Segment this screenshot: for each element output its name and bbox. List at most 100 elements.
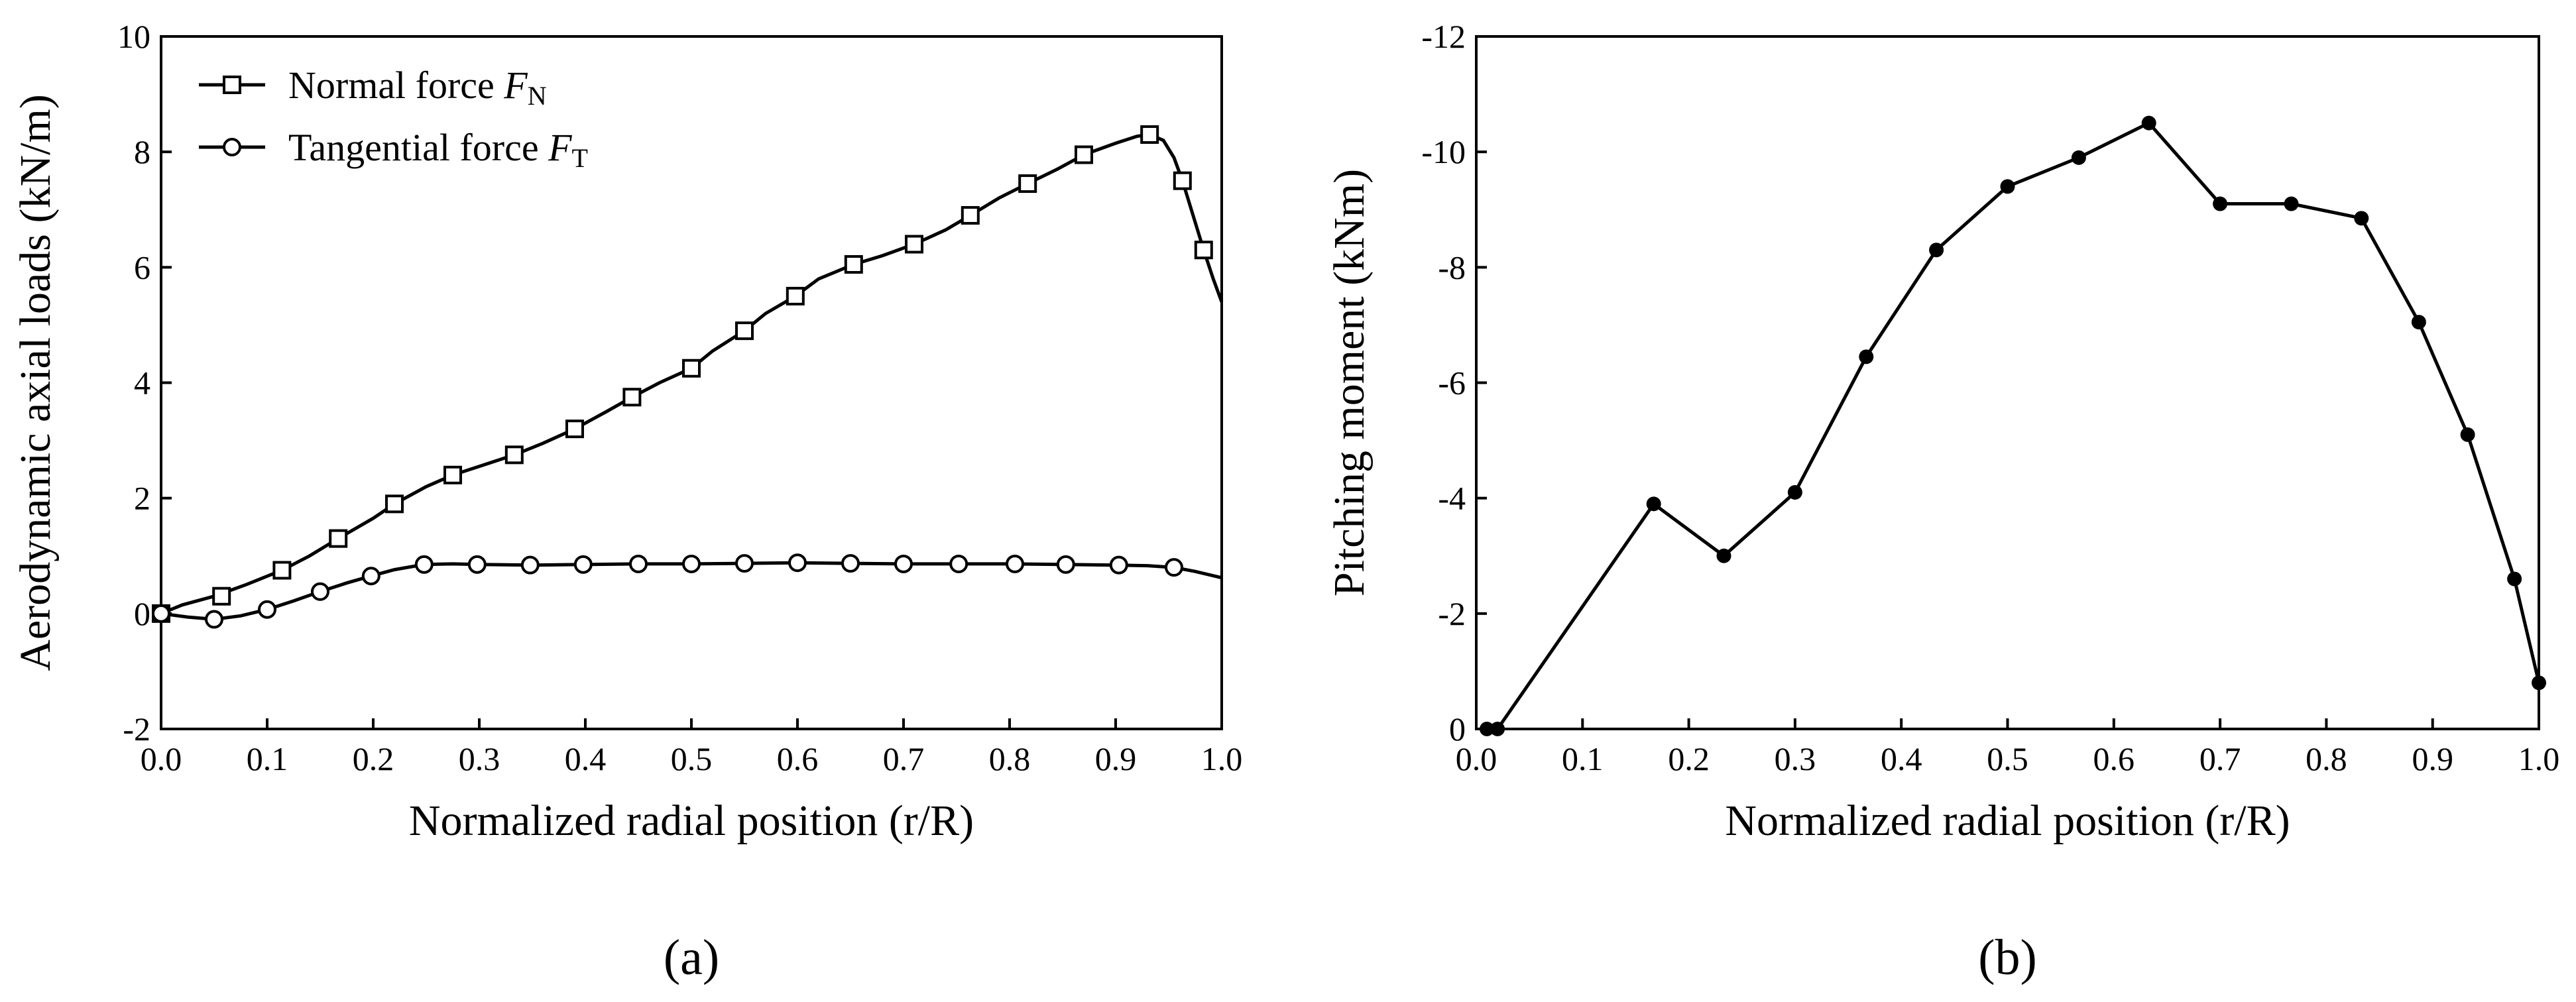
data-point-dot — [1859, 349, 1874, 364]
legend-subscript-tangential-force: T — [572, 143, 588, 173]
data-point-circle — [1109, 555, 1128, 575]
x-tick-label: 0.9 — [2412, 740, 2453, 777]
data-point-circle — [629, 554, 648, 573]
x-tick-label: 1.0 — [1201, 740, 1243, 777]
data-point-circle — [467, 555, 487, 574]
data-point-square — [735, 321, 754, 341]
data-point-circle — [894, 554, 913, 573]
legend-marker-circle — [223, 138, 241, 156]
data-point-circle — [682, 554, 701, 573]
legend-symbol-tangential-force: F — [548, 126, 572, 169]
legend-label-normal-force: Normal force FN — [288, 64, 547, 111]
data-point-circle — [414, 555, 434, 574]
data-point-dot — [2354, 211, 2369, 226]
y-tick-label: -10 — [1421, 133, 1466, 170]
x-tick-label: 0.3 — [459, 740, 500, 777]
data-point-square — [385, 494, 404, 514]
data-point-dot — [2411, 315, 2426, 330]
x-tick-label: 1.0 — [2518, 740, 2560, 777]
data-point-dot — [1716, 548, 1731, 563]
panel-a-legend: Normal force FN Tangential force FT — [199, 64, 588, 173]
x-tick-label: 0.5 — [1987, 740, 2028, 777]
data-point-square — [844, 254, 863, 274]
y-tick-label: -2 — [123, 710, 150, 748]
panel-a-label: (a) — [664, 930, 719, 985]
legend-subscript-normal-force: N — [528, 81, 547, 111]
y-tick-label: -12 — [1421, 18, 1466, 55]
data-point-dot — [1929, 243, 1944, 258]
data-point-square — [329, 529, 348, 548]
series-line-0 — [1487, 121, 2541, 731]
y-tick-label: 0 — [1449, 710, 1466, 748]
data-point-square — [682, 359, 701, 378]
x-tick-label: 0.2 — [1668, 740, 1710, 777]
x-tick-label: 0.0 — [141, 740, 182, 777]
y-tick-label: 0 — [134, 595, 150, 632]
panel-b-plot-frame — [1475, 35, 2540, 730]
legend-label-tangential-force: Tangential force FT — [288, 126, 588, 173]
x-tick-label: 0.9 — [1095, 740, 1137, 777]
panel-a-x-axis-title: Normalized radial position (r/R) — [409, 797, 974, 845]
data-point-circle — [1006, 554, 1024, 573]
legend-name-normal-force: Normal force — [288, 64, 495, 107]
y-tick-label: 8 — [134, 133, 150, 170]
y-tick-label: 10 — [117, 18, 150, 55]
y-tick-label: -6 — [1438, 364, 1466, 402]
data-point-circle — [735, 554, 754, 573]
x-tick-label: 0.3 — [1775, 740, 1816, 777]
panel-b-chart: 0.0 0.1 0.2 0.3 0.4 0.5 0.6 0.7 0.8 0.9 1.0 0 -2 -4 -… — [1325, 18, 2559, 985]
panel-b-y-axis-title: Pitching moment (kNm) — [1325, 169, 1374, 596]
data-point-dot — [2141, 115, 2156, 131]
y-tick-label: 2 — [134, 480, 150, 517]
data-point-square — [786, 286, 805, 306]
data-point-circle — [152, 604, 170, 623]
data-point-square — [1075, 145, 1093, 164]
data-point-square — [565, 419, 584, 439]
data-point-square — [443, 465, 462, 484]
panel-a-series — [152, 125, 1224, 629]
legend-marker-square — [223, 76, 241, 94]
data-point-circle — [311, 582, 329, 601]
legend-name-tangential-force: Tangential force — [288, 126, 539, 169]
y-tick-label: -2 — [1438, 595, 1466, 632]
data-point-circle — [361, 567, 381, 586]
panel-a-x-ticks: 0.0 0.1 0.2 0.3 0.4 0.5 0.6 0.7 0.8 0.9 1.0 — [141, 718, 1243, 777]
panel-b-y-ticks: 0 -2 -4 -6 -8 -10 -12 — [1421, 18, 1487, 748]
data-point-circle — [258, 600, 276, 619]
panel-b-label: (b) — [1978, 930, 2037, 985]
panel-a-y-axis-title: Aerodynamic axial loads (kN/m) — [11, 94, 60, 671]
x-tick-label: 0.8 — [989, 740, 1031, 777]
panel-b-series — [1480, 115, 2546, 736]
data-point-dot — [1490, 722, 1505, 736]
data-point-square — [1194, 241, 1213, 260]
data-point-square — [504, 445, 524, 465]
legend-symbol-normal-force: F — [503, 64, 528, 107]
data-point-square — [1018, 174, 1037, 194]
x-tick-label: 0.4 — [565, 740, 607, 777]
data-point-circle — [841, 554, 860, 573]
panel-b-x-ticks: 0.0 0.1 0.2 0.3 0.4 0.5 0.6 0.7 0.8 0.9 1.0 — [1456, 718, 2560, 777]
data-point-circle — [205, 610, 223, 629]
x-tick-label: 0.1 — [247, 740, 288, 777]
data-point-dot — [2460, 427, 2475, 442]
x-tick-label: 0.0 — [1456, 740, 1497, 777]
x-tick-label: 0.8 — [2306, 740, 2347, 777]
data-point-circle — [1056, 555, 1075, 574]
x-tick-label: 0.2 — [353, 740, 394, 777]
data-point-square — [212, 586, 231, 606]
data-point-square — [1140, 125, 1159, 144]
legend-entry-normal-force: Normal force FN — [199, 64, 547, 111]
data-point-square — [1173, 171, 1192, 190]
panel-b-x-axis-title: Normalized radial position (r/R) — [1725, 797, 2290, 845]
x-tick-label: 0.7 — [2199, 740, 2241, 777]
x-tick-label: 0.4 — [1881, 740, 1922, 777]
x-tick-label: 0.6 — [777, 740, 819, 777]
data-point-dot — [1646, 496, 1661, 512]
panel-a-y-ticks: -2 0 2 4 6 8 10 — [117, 18, 172, 748]
x-tick-label: 0.6 — [2093, 740, 2135, 777]
data-point-dot — [2071, 150, 2086, 165]
data-point-square — [905, 235, 923, 254]
panel-a-chart: 0.0 0.1 0.2 0.3 0.4 0.5 0.6 0.7 0.8 0.9 1.0 -2 0 2 4 6… — [11, 18, 1242, 985]
data-point-circle — [573, 555, 593, 574]
